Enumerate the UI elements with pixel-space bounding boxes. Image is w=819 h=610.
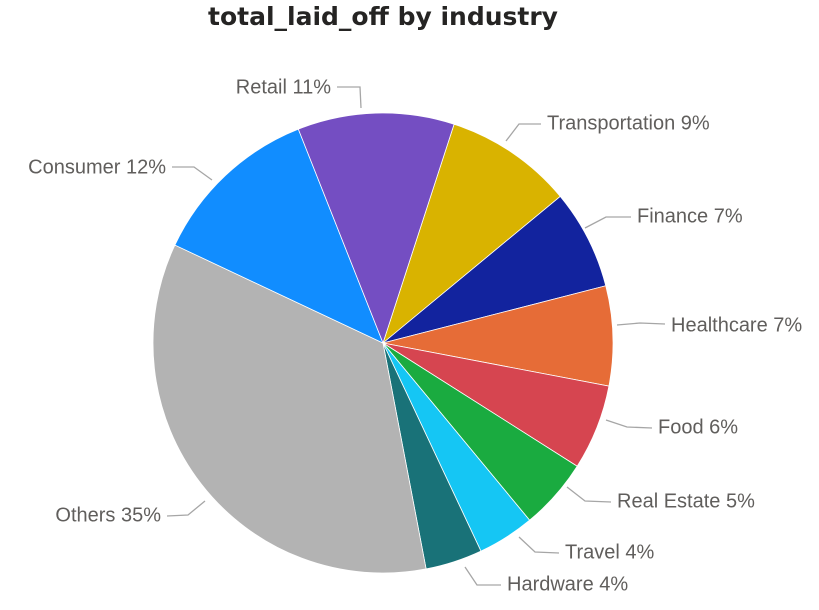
pie-slice-healthcare[interactable] — [382, 285, 614, 387]
slice-label-real-estate: Real Estate 5% — [617, 490, 755, 512]
slice-label-consumer: Consumer 12% — [28, 156, 166, 178]
pie-slice-transportation[interactable] — [382, 123, 561, 345]
leader-line-hardware — [464, 566, 501, 586]
leader-line-travel — [518, 536, 560, 554]
slice-label-food: Food 6% — [658, 416, 738, 438]
leader-line-finance — [584, 216, 631, 229]
slice-label-travel: Travel 4% — [565, 541, 655, 563]
leader-line-real-estate — [566, 486, 612, 503]
chart-title: total_laid_off by industry — [208, 2, 558, 31]
leader-lines — [166, 86, 666, 586]
leader-line-consumer — [172, 166, 213, 181]
pie-slice-others[interactable] — [152, 244, 427, 574]
slice-label-healthcare: Healthcare 7% — [671, 314, 802, 336]
slice-label-hardware: Hardware 4% — [507, 573, 628, 595]
pie-slice-finance[interactable] — [382, 195, 607, 344]
slice-labels: Transportation 9% Finance 7% Healthcare 7%… — [28, 76, 802, 595]
leader-line-healthcare — [616, 322, 666, 326]
slice-label-finance: Finance 7% — [637, 205, 743, 227]
slice-label-transportation: Transportation 9% — [547, 112, 710, 134]
pie-slices — [152, 112, 614, 574]
leader-line-others — [166, 500, 206, 517]
slice-label-retail: Retail 11% — [236, 76, 331, 98]
pie-slice-consumer[interactable] — [174, 128, 384, 344]
leader-line-transportation — [505, 123, 541, 142]
slice-label-others: Others 35% — [55, 504, 161, 526]
leader-line-food — [605, 419, 653, 429]
leader-line-retail — [337, 86, 362, 109]
pie-slice-retail[interactable] — [297, 112, 455, 345]
